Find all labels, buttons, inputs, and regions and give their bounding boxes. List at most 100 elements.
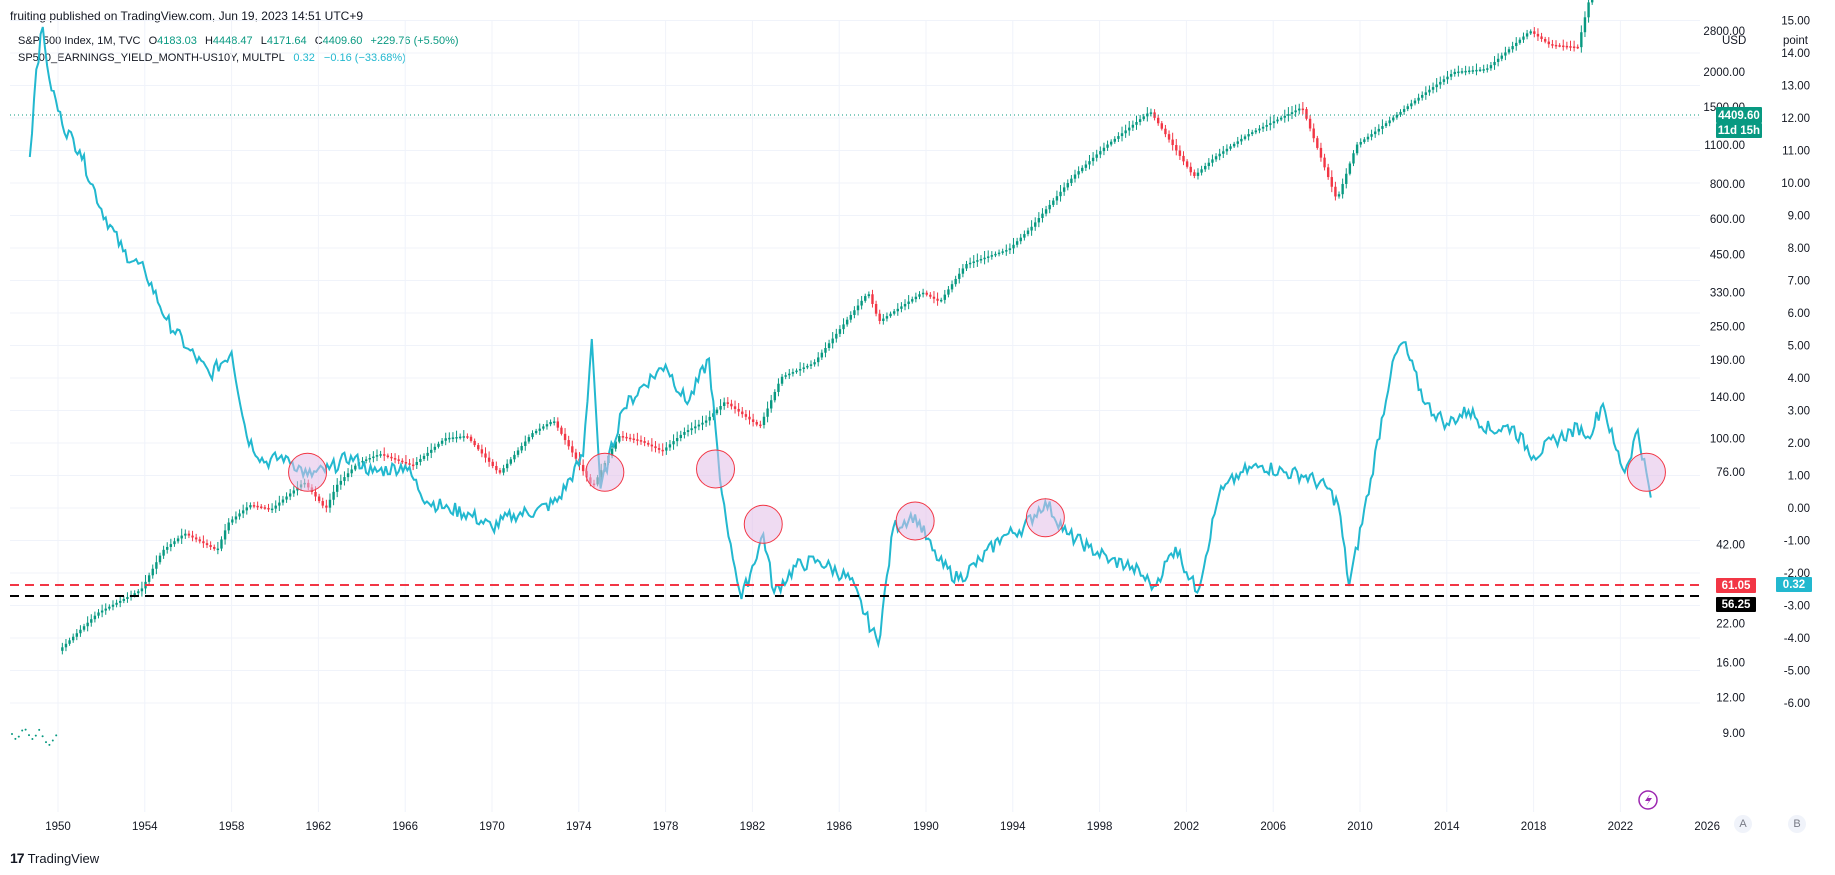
- log-scale-button[interactable]: B: [1788, 815, 1806, 833]
- candle-body: [1232, 143, 1236, 147]
- candle-body: [1073, 174, 1077, 179]
- candle-body: [1355, 144, 1359, 154]
- early-dot: [21, 729, 24, 732]
- candle-body: [654, 446, 657, 449]
- candle-body: [1077, 171, 1080, 175]
- candle-body: [1590, 0, 1594, 3]
- candle-body: [336, 484, 339, 492]
- price-tick-label: 250.00: [1710, 321, 1745, 333]
- candle-body: [961, 268, 965, 274]
- candle-body: [1439, 81, 1442, 85]
- candle-body: [194, 537, 198, 540]
- candle-body: [1453, 71, 1456, 75]
- candle-body: [368, 457, 371, 460]
- candle-body: [354, 465, 357, 470]
- candle-body: [556, 421, 560, 428]
- candle-body: [1373, 131, 1377, 135]
- legend-l-value: 4171.64: [266, 35, 307, 47]
- candle-body: [1081, 167, 1084, 172]
- candle-body: [911, 299, 914, 302]
- candle-body: [137, 591, 140, 594]
- candle-body: [784, 375, 787, 377]
- candle-body: [126, 597, 129, 599]
- point-tick-label: -3.00: [1784, 601, 1810, 613]
- candle-body: [1363, 139, 1366, 142]
- candle-body: [1023, 234, 1026, 238]
- candle-body: [332, 491, 335, 500]
- candle-body: [1171, 139, 1174, 146]
- year-tick-label: 1966: [392, 821, 418, 833]
- candle-body: [267, 507, 270, 510]
- left-axis-unit: USD: [1722, 35, 1746, 47]
- candle-body: [665, 447, 668, 451]
- candle-body: [1319, 147, 1323, 158]
- last-price-badge-bg: [1716, 107, 1762, 123]
- candle-body: [1583, 17, 1587, 33]
- candle-body: [1261, 126, 1265, 129]
- candle-body: [191, 535, 194, 538]
- candle-body: [679, 434, 682, 439]
- candle-body: [288, 493, 292, 497]
- point-tick-label: 2.00: [1788, 438, 1810, 450]
- candle-body: [263, 507, 267, 509]
- candle-body: [918, 294, 921, 297]
- candle-body: [1229, 146, 1232, 149]
- candle-body: [1026, 230, 1030, 235]
- year-tick-label: 1974: [566, 821, 592, 833]
- candle-body: [238, 513, 241, 517]
- candle-body: [495, 465, 498, 471]
- candle-body: [798, 369, 802, 371]
- candle-body: [1120, 133, 1124, 137]
- candle-body: [1551, 44, 1554, 46]
- candle-body: [1428, 89, 1431, 93]
- auto-scale-button[interactable]: A: [1734, 815, 1752, 833]
- candle-body: [965, 264, 968, 269]
- footer-brand[interactable]: 17 TradingView: [10, 850, 99, 866]
- legend-sp500[interactable]: S&P 500 Index, 1M, TVC O4183.03 H4448.47…: [18, 35, 459, 47]
- candle-body: [227, 522, 230, 531]
- year-tick-label: 1978: [653, 821, 679, 833]
- candle-body: [780, 376, 784, 384]
- candle-body: [1167, 134, 1171, 140]
- legend-h-value: 4448.47: [212, 35, 253, 47]
- candle-body: [722, 402, 726, 406]
- candle-body: [68, 640, 71, 644]
- candle-body: [1482, 69, 1485, 71]
- candle-body: [766, 408, 769, 417]
- candle-body: [824, 347, 827, 353]
- candle-body: [1240, 138, 1243, 142]
- candle-body: [383, 454, 386, 456]
- candle-body: [545, 424, 549, 427]
- candle-body: [1236, 141, 1239, 144]
- candle-body: [520, 445, 523, 451]
- candle-body: [1062, 187, 1066, 192]
- candle-body: [1392, 117, 1395, 121]
- candle-body: [93, 615, 97, 620]
- candle-body: [281, 499, 285, 503]
- candle-body: [82, 626, 86, 630]
- candle-body: [1131, 124, 1135, 128]
- lightning-icon[interactable]: [1638, 790, 1658, 810]
- candle-body: [1088, 161, 1091, 165]
- candle-body: [896, 308, 899, 312]
- candle-body: [108, 606, 111, 609]
- candle-body: [1496, 58, 1500, 62]
- candle-body: [75, 633, 79, 637]
- candle-body: [860, 300, 863, 306]
- legend-l-label: L: [260, 35, 267, 47]
- candle-body: [455, 437, 458, 439]
- candle-body: [1395, 114, 1399, 118]
- candle-body: [553, 421, 556, 423]
- candle-body: [708, 416, 711, 421]
- candle-body: [1565, 45, 1569, 48]
- candle-body: [878, 313, 881, 321]
- candle-body: [71, 636, 75, 641]
- candle-body: [245, 507, 248, 511]
- early-dot: [17, 735, 20, 738]
- candle-body: [683, 431, 686, 435]
- early-dot: [51, 739, 54, 742]
- candle-body: [339, 480, 343, 485]
- legend-yield[interactable]: SP500_EARNINGS_YIELD_MONTH-US10Y, MULTPL…: [18, 52, 406, 64]
- candle-body: [777, 383, 780, 392]
